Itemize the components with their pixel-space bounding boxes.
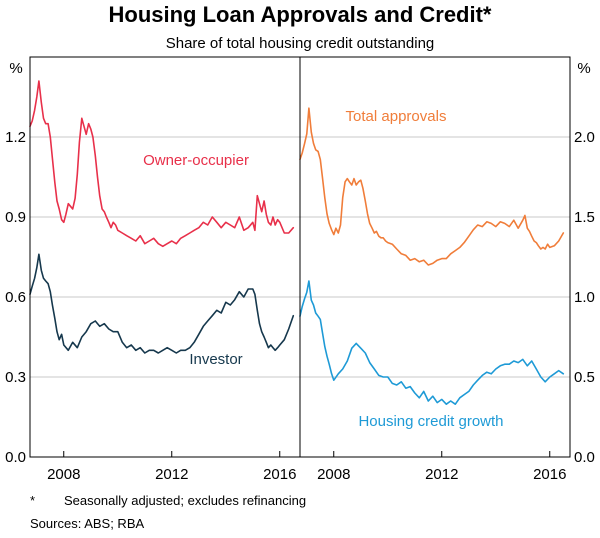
series-line-investor [29,253,295,354]
series-label-total-approvals: Total approvals [346,108,447,125]
y-tick-label-right-4: 2.0 [574,129,595,146]
y-tick-label-left-4: 1.2 [5,129,26,146]
series-label-housing-credit-growth: Housing credit growth [358,413,503,430]
y-tick-label-right-0: 0.0 [574,449,595,466]
unit-label-left: % [9,60,22,77]
series-line-owner-occupier [29,80,295,248]
right-panel: 0.0 0.5 1.0 1.5 2.0% 2008 2012 2016 [299,60,595,483]
x-tick-label-right-2016: 2016 [533,466,566,483]
footnote-marker: * [30,493,35,508]
y-tick-label-left-3: 0.9 [5,209,26,226]
chart-title: Housing Loan Approvals and Credit* [109,2,492,27]
sources-text: Sources: ABS; RBA [30,516,144,531]
y-tick-label-left-0: 0.0 [5,449,26,466]
unit-label-right: % [577,60,590,77]
y-tick-label-right-1: 0.5 [574,369,595,386]
y-tick-label-right-3: 1.5 [574,209,595,226]
series-label-owner-occupier: Owner-occupier [143,152,249,169]
x-tick-label-right-2012: 2012 [425,466,458,483]
x-tick-label-left-2012: 2012 [155,466,188,483]
x-tick-label-left-2008: 2008 [47,466,80,483]
y-tick-label-right-2: 1.0 [574,289,595,306]
footnote-text: Seasonally adjusted; excludes refinancin… [64,493,306,508]
left-panel: 0.0 0.3 0.6 0.9 1.2% 2008 2012 2016 [5,60,300,483]
series-label-investor: Investor [189,351,242,368]
y-tick-label-left-2: 0.6 [5,289,26,306]
y-tick-label-left-1: 0.3 [5,369,26,386]
series-line-housing-credit-growth [299,280,565,406]
panel-frame [29,56,571,458]
chart-subtitle: Share of total housing credit outstandin… [166,35,435,52]
series-labels: Owner-occupier Investor Total approvals Hou… [143,108,503,430]
x-tick-label-right-2008: 2008 [317,466,350,483]
series-line-total-approvals [299,107,565,266]
x-tick-label-left-2016: 2016 [263,466,296,483]
